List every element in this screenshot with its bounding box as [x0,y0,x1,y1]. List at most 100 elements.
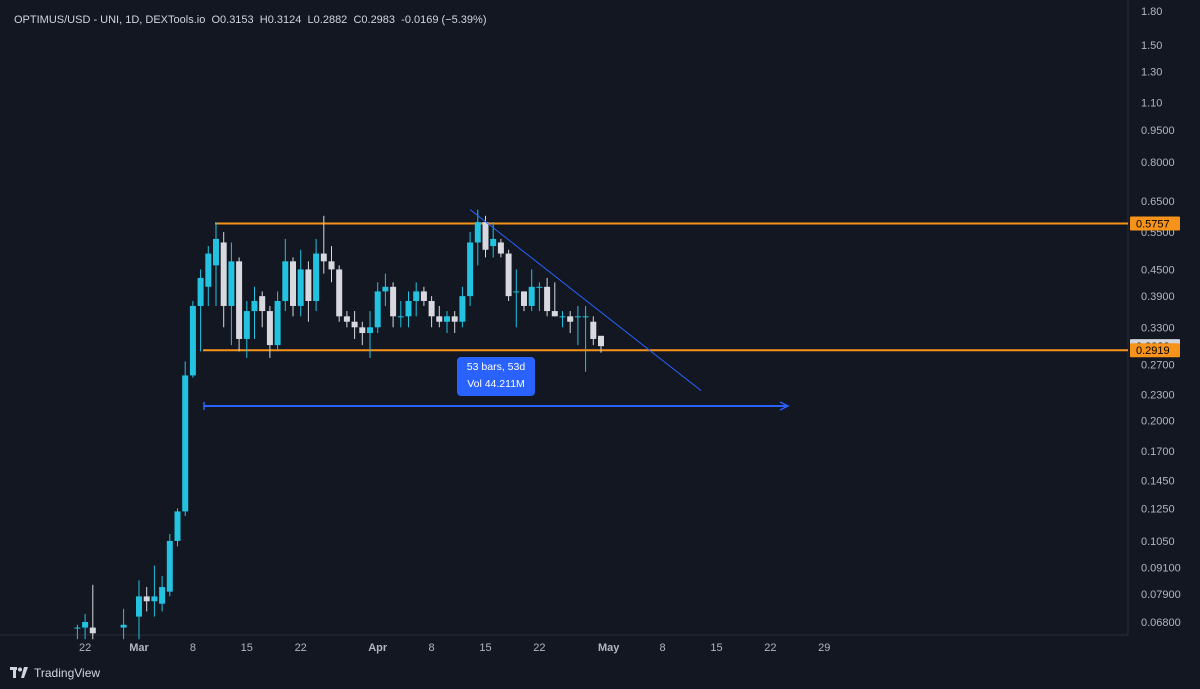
candle-body [336,269,343,317]
candle-body [120,624,127,628]
candle-body [382,286,389,292]
y-tick-label: 0.2000 [1141,416,1175,428]
candle-body [282,261,289,301]
tradingview-logo-icon [10,667,28,679]
x-tick-label: 8 [190,642,196,654]
candle-body [89,627,96,634]
candle-body [266,311,273,346]
x-tick-label: 15 [241,642,253,654]
candle-body [474,222,481,243]
candle-body [74,627,81,629]
candle-body [598,335,604,347]
measure-bars-label: 53 bars, 53d [466,361,526,373]
y-tick-label: 1.80 [1141,6,1162,18]
candle-body [521,291,527,306]
y-tick-label: 0.2300 [1141,390,1175,402]
candle-body [497,242,504,254]
y-tick-label: 0.6500 [1141,196,1175,208]
y-tick-label: 0.07900 [1141,589,1181,601]
candle-body [320,253,327,262]
support-price-tag: 0.2919 [1136,345,1170,357]
candle-body [413,291,420,301]
candle-body [444,316,450,322]
candle-body [559,316,566,318]
candle-body [305,269,312,301]
x-tick-label: 15 [479,642,491,654]
footer-brand[interactable]: TradingView [10,666,100,680]
y-tick-label: 0.1050 [1141,536,1175,548]
candle-body [143,596,150,602]
candle-body [482,222,489,250]
x-tick-label: Mar [129,642,149,654]
candle-body [536,286,543,288]
candle-body [367,327,373,334]
symbol-header: OPTIMUS/USD - UNI, 1D, DEXTools.io O0.31… [14,14,486,26]
candle-body [390,286,397,317]
candle-body [220,242,227,306]
x-tick-label: 8 [429,642,435,654]
close-label: C [353,14,362,26]
x-tick-label: 15 [710,642,722,654]
open-label: O [211,14,221,26]
candle-body [328,261,335,270]
y-tick-label: 1.10 [1141,98,1162,110]
open-value: 0.3153 [220,14,254,26]
candle-body [136,596,142,617]
candle-body [574,316,581,318]
candle-body [490,238,497,247]
candle-body [343,316,350,322]
x-tick-label: 8 [660,642,666,654]
y-tick-label: 0.06800 [1141,617,1181,629]
symbol-label: OPTIMUS/USD - UNI, 1D, DEXTools.io [14,14,206,26]
candle-body [228,261,235,306]
candle-body [397,316,404,318]
candle-body [213,238,219,266]
trend-line[interactable] [469,209,702,392]
change-value: -0.0169 (−5.39%) [401,14,487,26]
candle-body [151,596,158,602]
y-tick-label: 0.09100 [1141,563,1181,575]
candle-body [351,321,358,328]
candle-body [582,316,589,318]
close-value: 0.2983 [361,14,396,26]
x-tick-label: 22 [79,642,91,654]
measure-tooltip: 53 bars, 53d Vol 44.211M [457,357,535,396]
candle-body [159,587,166,604]
x-tick-label: 29 [818,642,830,654]
y-tick-label: 0.3900 [1141,291,1175,303]
candle-body [166,540,173,592]
y-tick-label: 0.4500 [1141,264,1175,276]
candle-body [451,316,458,322]
candle-body [313,253,320,301]
x-tick-label: Apr [368,642,388,654]
candle-body [359,327,366,334]
low-value: 0.2882 [313,14,348,26]
y-tick-label: 0.2700 [1141,360,1175,372]
y-tick-label: 0.1450 [1141,476,1175,488]
candle-body [551,311,558,317]
measure-volume-label: Vol 44.211M [467,378,525,390]
candle-body [297,269,304,306]
candle-body [236,261,243,339]
candle-body [243,311,250,339]
footer-brand-label: TradingView [34,666,101,680]
arrow-head-icon [779,401,790,411]
candle-body [82,622,89,628]
high-value: 0.3124 [267,14,302,26]
candle-body [205,253,212,287]
x-tick-label: 22 [295,642,307,654]
candle-body [467,242,474,297]
candle-body [182,375,189,512]
candle-body [420,291,427,301]
x-tick-label: 22 [533,642,545,654]
candle-body [174,511,181,541]
candle-body [567,316,574,322]
candle-body [189,305,196,376]
candle-body [290,261,296,306]
candle-body [528,286,535,306]
support-price-tag-bg [1130,343,1180,358]
y-tick-label: 0.8000 [1141,157,1175,169]
y-tick-label: 1.30 [1141,67,1162,79]
candle-body [505,253,512,297]
